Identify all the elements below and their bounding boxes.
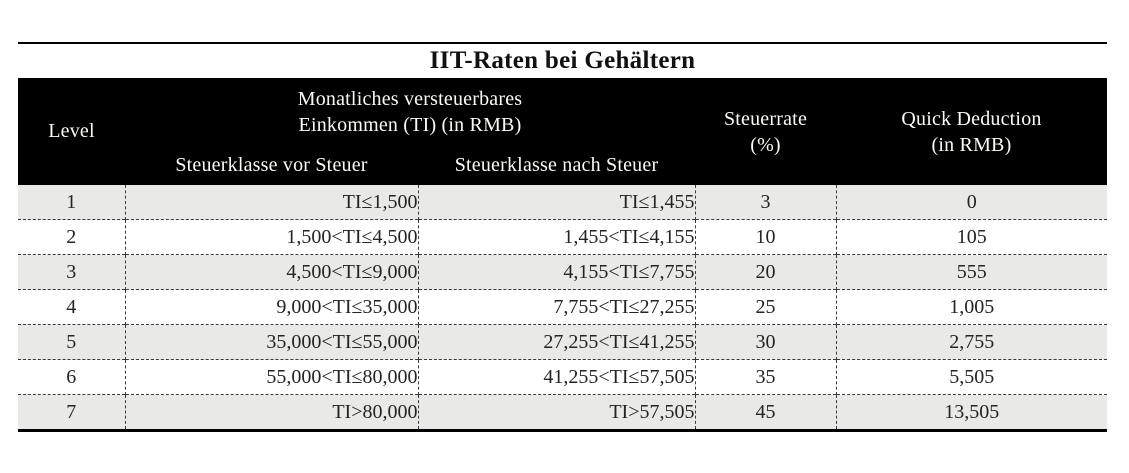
table-row: 5 35,000<TI≤55,000 27,255<TI≤41,255 30 2… — [18, 324, 1107, 360]
cell-level: 5 — [18, 324, 125, 360]
cell-pre-tax-bracket: 9,000<TI≤35,000 — [124, 289, 418, 325]
cell-quick-deduction: 2,755 — [835, 324, 1107, 360]
iit-rates-table: Level Monatliches versteuerbares Einkomm… — [18, 78, 1107, 432]
header-row-sub: Steuerklasse vor Steuer Steuerklasse nac… — [18, 146, 1107, 185]
header-tax-rate: Steuerrate (%) — [695, 78, 836, 185]
cell-post-tax-bracket: 4,155<TI≤7,755 — [417, 254, 695, 290]
table-header: Level Monatliches versteuerbares Einkomm… — [18, 78, 1107, 185]
cell-pre-tax-bracket: 55,000<TI≤80,000 — [124, 359, 418, 395]
cell-post-tax-bracket: 27,255<TI≤41,255 — [417, 324, 695, 360]
cell-quick-deduction: 105 — [835, 219, 1107, 255]
cell-pre-tax-bracket: 4,500<TI≤9,000 — [124, 254, 418, 290]
table-body: 1 TI≤1,500 TI≤1,455 3 0 2 1,500<TI≤4,500… — [18, 185, 1107, 431]
cell-post-tax-bracket: 41,255<TI≤57,505 — [417, 359, 695, 395]
cell-level: 6 — [18, 359, 125, 395]
cell-post-tax-bracket: TI>57,505 — [417, 394, 695, 431]
header-income-line2: Einkommen (TI) (in RMB) — [298, 114, 522, 136]
header-pre-tax-bracket: Steuerklasse vor Steuer — [125, 146, 418, 185]
cell-level: 2 — [18, 219, 125, 255]
cell-tax-rate: 25 — [694, 289, 836, 325]
cell-pre-tax-bracket: TI≤1,500 — [124, 185, 418, 220]
iit-table-section: IIT-Raten bei Gehältern Level Monatliche… — [18, 42, 1107, 432]
header-rate-line1: Steuerrate — [723, 107, 808, 130]
cell-tax-rate: 45 — [694, 394, 836, 431]
cell-tax-rate: 30 — [694, 324, 836, 360]
table-row: 6 55,000<TI≤80,000 41,255<TI≤57,505 35 5… — [18, 359, 1107, 395]
cell-pre-tax-bracket: TI>80,000 — [124, 394, 418, 431]
header-income-group: Monatliches versteuerbares Einkommen (TI… — [125, 78, 695, 146]
header-deduction-line1: Quick Deduction — [901, 107, 1042, 130]
header-quick-deduction: Quick Deduction (in RMB) — [836, 78, 1107, 185]
header-income-line1: Monatliches versteuerbares — [297, 88, 523, 110]
cell-tax-rate: 20 — [694, 254, 836, 290]
cell-quick-deduction: 5,505 — [835, 359, 1107, 395]
cell-quick-deduction: 13,505 — [835, 394, 1107, 431]
cell-level: 7 — [18, 394, 125, 431]
header-level: Level — [18, 78, 125, 185]
header-row-top: Level Monatliches versteuerbares Einkomm… — [18, 78, 1107, 185]
table-row: 3 4,500<TI≤9,000 4,155<TI≤7,755 20 555 — [18, 254, 1107, 290]
cell-post-tax-bracket: TI≤1,455 — [417, 185, 695, 220]
cell-level: 3 — [18, 254, 125, 290]
cell-level: 4 — [18, 289, 125, 325]
table-row: 4 9,000<TI≤35,000 7,755<TI≤27,255 25 1,0… — [18, 289, 1107, 325]
cell-pre-tax-bracket: 1,500<TI≤4,500 — [124, 219, 418, 255]
header-rate-line2: (%) — [750, 133, 781, 156]
cell-post-tax-bracket: 1,455<TI≤4,155 — [417, 219, 695, 255]
cell-quick-deduction: 1,005 — [835, 289, 1107, 325]
cell-tax-rate: 3 — [694, 185, 836, 220]
table-row: 2 1,500<TI≤4,500 1,455<TI≤4,155 10 105 — [18, 219, 1107, 255]
table-title: IIT-Raten bei Gehältern — [429, 47, 696, 74]
table-row: 7 TI>80,000 TI>57,505 45 13,505 — [18, 394, 1107, 431]
cell-post-tax-bracket: 7,755<TI≤27,255 — [417, 289, 695, 325]
cell-quick-deduction: 0 — [835, 185, 1107, 220]
header-deduction-line2: (in RMB) — [931, 133, 1012, 156]
cell-level: 1 — [66, 190, 77, 213]
cell-tax-rate: 35 — [694, 359, 836, 395]
cell-pre-tax-bracket: 35,000<TI≤55,000 — [124, 324, 418, 360]
top-rule — [18, 42, 1107, 44]
cell-tax-rate: 10 — [694, 219, 836, 255]
table-row: 1 TI≤1,500 TI≤1,455 3 0 — [18, 185, 1107, 220]
header-post-tax-bracket: Steuerklasse nach Steuer — [418, 146, 695, 185]
cell-quick-deduction: 555 — [835, 254, 1107, 290]
